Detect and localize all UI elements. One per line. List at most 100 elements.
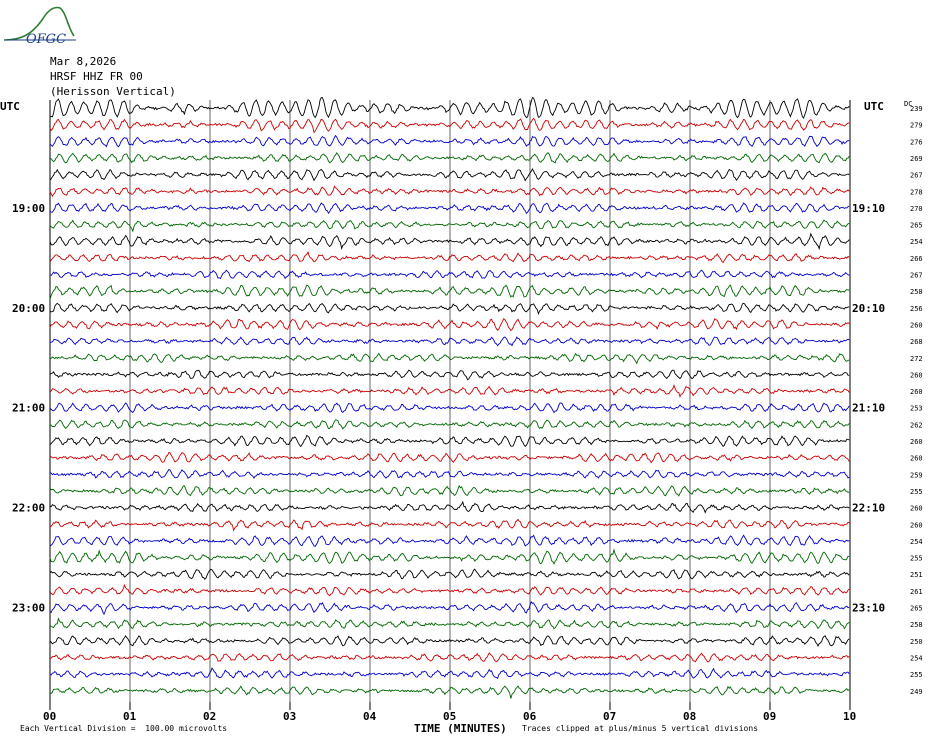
trace-line (49, 635, 850, 647)
dc-offset-label: 250 (910, 638, 923, 646)
x-tick-label: 07 (603, 710, 616, 723)
dc-offset-label: 253 (910, 405, 923, 413)
location-label: (Herisson Vertical) (50, 85, 176, 98)
trace-line (49, 468, 850, 479)
trace-line (49, 117, 850, 134)
x-tick-label: 06 (523, 710, 537, 723)
dc-offset-label: 251 (910, 571, 923, 579)
trace-line (49, 583, 850, 597)
left-hour-labels: 19:00 20:00 21:00 22:00 23:00 (12, 202, 45, 615)
dc-offset-label: 269 (910, 155, 923, 163)
dc-offset-label: 276 (910, 138, 923, 146)
dc-offset-label: 258 (910, 288, 923, 296)
x-axis-ticks: 00 01 02 03 04 05 06 07 08 09 10 (43, 702, 856, 723)
dc-offset-label: 260 (910, 371, 923, 379)
trace-line (49, 269, 850, 280)
trace-line (49, 617, 850, 630)
dc-offset-label: 258 (910, 621, 923, 629)
trace-line (49, 369, 850, 381)
trace-line (49, 250, 850, 264)
dc-offset-label: 239 (910, 105, 923, 113)
logo-text: OFGC (26, 32, 66, 44)
dc-offset-label: 254 (910, 654, 923, 662)
dc-offset-label: 265 (910, 222, 923, 230)
trace-line (49, 232, 850, 251)
x-tick-label: 10 (843, 710, 856, 723)
trace-line (49, 219, 850, 233)
dc-offset-label: 262 (910, 421, 923, 429)
trace-line (49, 185, 850, 198)
trace-line (49, 534, 850, 547)
hour-label-left: 23:00 (12, 602, 45, 615)
hour-label-left: 21:00 (12, 402, 45, 415)
dc-offset-label: 249 (910, 688, 923, 696)
dc-offset-label: 255 (910, 671, 923, 679)
hour-label-left: 19:00 (12, 202, 45, 215)
clip-note: Traces clipped at plus/minus 5 vertical … (522, 724, 759, 733)
trace-line (49, 284, 850, 300)
dc-offset-label: 254 (910, 538, 923, 546)
dc-offset-labels: 239 279 276 269 267 278 270 265 254 266 267 258 256 2… (910, 105, 923, 696)
x-tick-label: 03 (283, 710, 296, 723)
trace-line (49, 518, 850, 532)
trace-line (49, 484, 850, 497)
trace-line (49, 302, 850, 316)
dc-offset-label: 279 (910, 122, 923, 130)
dc-offset-label: 259 (910, 471, 923, 479)
trace-line (49, 168, 850, 182)
trace-line (49, 318, 850, 332)
dc-offset-label: 260 (910, 455, 923, 463)
trace-line (49, 402, 850, 414)
dc-offset-label: 255 (910, 488, 923, 496)
trace-line (49, 652, 850, 663)
x-tick-label: 02 (203, 710, 216, 723)
dc-offset-label: 260 (910, 505, 923, 513)
dc-offset-label: 260 (910, 321, 923, 329)
trace-line (49, 601, 850, 616)
trace-line (49, 134, 850, 148)
x-tick-label: 04 (363, 710, 377, 723)
utc-right-label: UTC (864, 100, 884, 113)
trace-line (49, 500, 850, 514)
dc-offset-label: 267 (910, 272, 923, 280)
dc-offset-label: 266 (910, 255, 923, 263)
trace-line (49, 667, 850, 680)
trace-line (49, 352, 850, 365)
hour-label-right: 19:10 (852, 202, 885, 215)
dc-offset-label: 260 (910, 388, 923, 396)
dc-offset-label: 270 (910, 205, 923, 213)
hour-label-right: 21:10 (852, 402, 885, 415)
dc-offset-label: 278 (910, 188, 923, 196)
trace-line (49, 548, 850, 565)
dc-offset-label: 256 (910, 305, 923, 313)
hour-label-right: 20:10 (852, 302, 885, 315)
date-label: Mar 8,2026 (50, 55, 117, 68)
trace-line (49, 151, 850, 164)
dc-offset-label: 255 (910, 555, 923, 563)
dc-offset-label: 260 (910, 438, 923, 446)
dc-offset-label: 254 (910, 238, 923, 246)
logo-mountain-curve (3, 6, 75, 41)
scale-note: Each Vertical Division = 100.00 microvol… (20, 724, 228, 733)
x-tick-label: 05 (443, 710, 456, 723)
right-hour-labels: 19:10 20:10 21:10 22:10 23:10 (852, 202, 885, 615)
seismogram-traces (49, 96, 850, 699)
trace-line (49, 384, 850, 398)
dc-offset-label: 261 (910, 588, 923, 596)
dc-header-label: DC (904, 100, 912, 108)
trace-line (49, 685, 850, 699)
dc-offset-label: 260 (910, 521, 923, 529)
x-tick-label: 08 (683, 710, 696, 723)
utc-left-label: UTC (0, 100, 20, 113)
trace-line (49, 419, 850, 430)
station-label: HRSF HHZ FR 00 (50, 70, 143, 83)
trace-line (49, 202, 850, 215)
ofgc-logo: OFGC (3, 6, 76, 44)
dc-offset-label: 268 (910, 338, 923, 346)
x-tick-label: 00 (43, 710, 56, 723)
hour-label-left: 22:00 (12, 502, 45, 515)
dc-offset-label: 272 (910, 355, 923, 363)
trace-line (49, 568, 850, 581)
hour-label-right: 23:10 (852, 602, 885, 615)
